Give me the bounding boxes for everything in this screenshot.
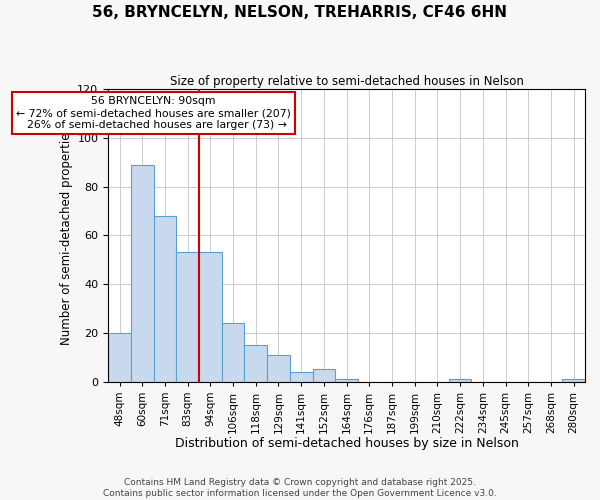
Bar — [313, 370, 335, 382]
Text: 56 BRYNCELYN: 90sqm  
← 72% of semi-detached houses are smaller (207)
  26% of s: 56 BRYNCELYN: 90sqm ← 72% of semi-detach… — [16, 96, 291, 130]
Bar — [176, 252, 199, 382]
Bar — [221, 323, 244, 382]
Bar — [267, 355, 290, 382]
Text: 56, BRYNCELYN, NELSON, TREHARRIS, CF46 6HN: 56, BRYNCELYN, NELSON, TREHARRIS, CF46 6… — [92, 5, 508, 20]
Bar — [154, 216, 176, 382]
Bar — [199, 252, 221, 382]
Bar — [335, 379, 358, 382]
Bar — [562, 379, 585, 382]
X-axis label: Distribution of semi-detached houses by size in Nelson: Distribution of semi-detached houses by … — [175, 437, 518, 450]
Bar — [449, 379, 472, 382]
Bar — [131, 164, 154, 382]
Bar — [244, 345, 267, 382]
Y-axis label: Number of semi-detached properties: Number of semi-detached properties — [60, 126, 73, 344]
Text: Contains HM Land Registry data © Crown copyright and database right 2025.
Contai: Contains HM Land Registry data © Crown c… — [103, 478, 497, 498]
Bar — [290, 372, 313, 382]
Title: Size of property relative to semi-detached houses in Nelson: Size of property relative to semi-detach… — [170, 75, 524, 88]
Bar — [108, 333, 131, 382]
